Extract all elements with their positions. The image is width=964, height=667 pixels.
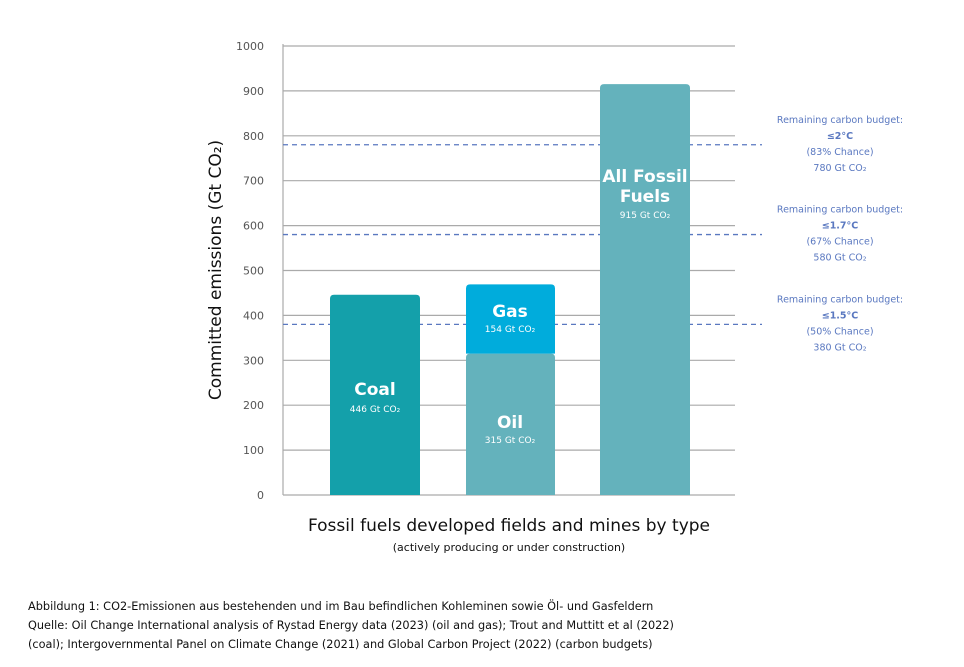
y-tick-label: 600 xyxy=(243,220,264,233)
y-tick-label: 700 xyxy=(243,175,264,188)
bar-coal xyxy=(330,294,420,495)
bar-name-label: All Fossil xyxy=(602,167,687,187)
budget-temperature: ≤2°C xyxy=(827,131,853,142)
budget-title: Remaining carbon budget: xyxy=(777,205,903,216)
budget-chance: (83% Chance) xyxy=(806,147,873,158)
bar-name-label: Oil xyxy=(497,413,523,433)
figure-caption: Abbildung 1: CO2-Emissionen aus bestehen… xyxy=(28,597,674,654)
y-tick-label: 500 xyxy=(243,265,264,278)
bar-all-fossil-fuels xyxy=(600,84,690,495)
budget-value: 780 Gt CO₂ xyxy=(813,163,866,174)
bar-name-label: Coal xyxy=(354,380,395,400)
bar-value-label: 446 Gt CO₂ xyxy=(350,405,401,415)
caption-line: Abbildung 1: CO2-Emissionen aus bestehen… xyxy=(28,600,654,613)
y-tick-label: 300 xyxy=(243,354,264,367)
budget-value: 380 Gt CO₂ xyxy=(813,342,866,353)
budget-temperature: ≤1.5°C xyxy=(822,310,859,321)
budget-title: Remaining carbon budget: xyxy=(777,115,903,126)
x-axis-sublabel: (actively producing or under constructio… xyxy=(393,541,625,554)
y-tick-label: 400 xyxy=(243,309,264,322)
y-tick-label: 800 xyxy=(243,130,264,143)
x-axis-label: Fossil fuels developed fields and mines … xyxy=(308,516,710,536)
bar-value-label: 154 Gt CO₂ xyxy=(485,325,536,335)
budget-chance: (50% Chance) xyxy=(806,326,873,337)
bar-name-label: Gas xyxy=(492,302,528,322)
y-tick-label: 0 xyxy=(257,489,264,502)
bar-value-label: 315 Gt CO₂ xyxy=(485,436,536,446)
budget-chance: (67% Chance) xyxy=(806,237,873,248)
caption-line: Quelle: Oil Change International analysi… xyxy=(28,619,674,632)
budget-value: 580 Gt CO₂ xyxy=(813,253,866,264)
bar-name-label: Fuels xyxy=(620,187,670,207)
y-axis-label: Committed emissions (Gt CO₂) xyxy=(206,140,226,400)
caption-line: (coal); Intergovernmental Panel on Clima… xyxy=(28,638,653,651)
y-tick-label: 100 xyxy=(243,444,264,457)
bar-value-label: 915 Gt CO₂ xyxy=(620,211,671,221)
bar-oil xyxy=(466,353,555,495)
budget-temperature: ≤1.7°C xyxy=(822,221,859,232)
y-tick-label: 900 xyxy=(243,85,264,98)
bar-gas xyxy=(466,284,555,354)
budget-title: Remaining carbon budget: xyxy=(777,294,903,305)
y-tick-label: 200 xyxy=(243,399,264,412)
y-tick-label: 1000 xyxy=(236,40,264,53)
chart: 0 100 200 300 400 500 600 700 800 900 1000 Remaini… xyxy=(206,40,903,554)
